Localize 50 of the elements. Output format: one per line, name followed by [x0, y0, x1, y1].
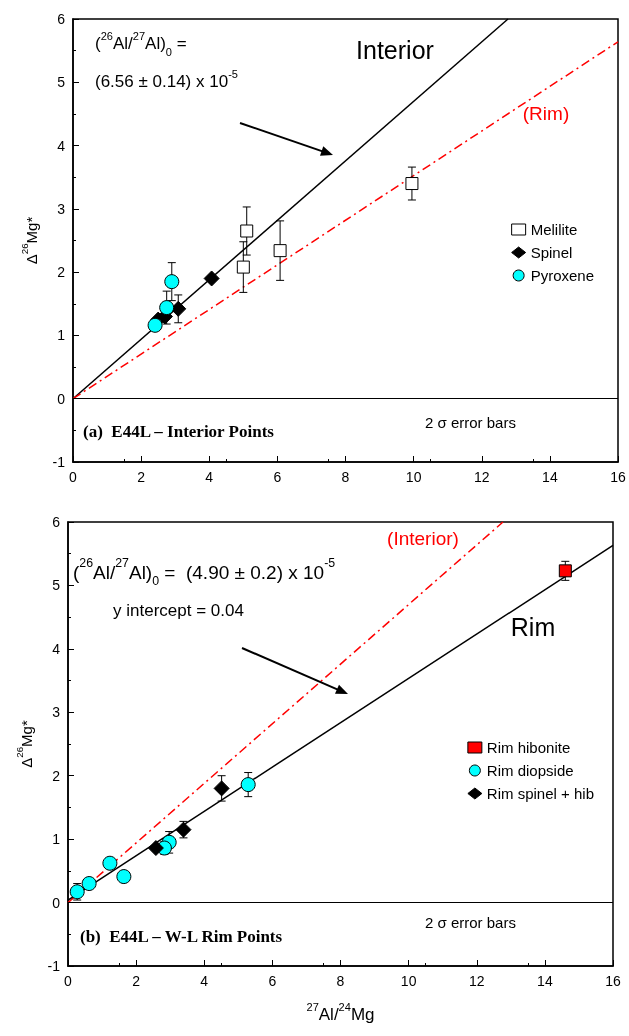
y-tick-label: 0: [52, 894, 61, 911]
x-tick-label: 4: [205, 469, 214, 485]
x-tick-label: 14: [542, 469, 558, 485]
x-tick-label: 16: [610, 469, 626, 485]
y-tick-label: 4: [57, 137, 66, 154]
x-tick-label: 10: [405, 469, 422, 485]
series-label: (Interior): [387, 527, 459, 549]
y-tick-label: 2: [57, 264, 66, 281]
x-tick-label: 0: [69, 469, 78, 485]
y-axis-title: Δ26Mg*: [13, 720, 35, 768]
x-tick-label: 2: [132, 973, 141, 989]
x-tick-label: 6: [268, 973, 277, 989]
legend-label: Spinel: [530, 244, 573, 261]
y-tick-label: 5: [57, 74, 66, 91]
x-tick-label: 8: [341, 469, 350, 485]
y-tick-label: 5: [52, 577, 61, 594]
y-tick-label: 3: [57, 200, 66, 217]
y-tick-label: 1: [52, 831, 61, 848]
x-tick-label: 14: [537, 973, 553, 989]
y-tick-label: 4: [52, 640, 61, 657]
x-tick-label: 10: [400, 973, 417, 989]
series-label: Rim: [510, 613, 556, 642]
y-tick-label: -1: [47, 958, 61, 974]
legend-label: Rim diopside: [486, 762, 574, 779]
x-tick-label: 2: [137, 469, 146, 485]
annotation: y intercept = 0.04: [113, 601, 244, 620]
y-tick-label: 2: [52, 767, 61, 784]
y-tick-label: 6: [52, 514, 61, 530]
x-tick-label: 8: [336, 973, 345, 989]
text: (a) E44L – Interior Points: [83, 422, 275, 441]
legend-label: Rim spinel + hib: [486, 785, 595, 802]
legend-label: Melilite: [530, 221, 578, 238]
y-tick-label: 6: [57, 11, 66, 27]
y-tick-label: 0: [57, 390, 66, 407]
y-tick-label: 3: [52, 704, 61, 721]
legend-label: Rim hibonite: [486, 739, 571, 756]
y-tick-label: -1: [52, 454, 66, 470]
series-label: (Rim): [522, 103, 570, 125]
x-tick-label: 12: [468, 973, 485, 989]
x-tick-label: 4: [200, 973, 209, 989]
x-tick-label: 16: [605, 973, 621, 989]
x-tick-label: 6: [273, 469, 282, 485]
text: (b) E44L – W-L Rim Points: [80, 927, 283, 946]
series-label: Interior: [356, 36, 434, 64]
y-tick-label: 1: [57, 327, 66, 344]
x-tick-label: 12: [473, 469, 490, 485]
annotation: 2 σ error bars: [425, 914, 516, 931]
y-axis-title: Δ26Mg*: [18, 216, 40, 265]
legend-label: Pyroxene: [530, 267, 595, 284]
annotation: 2 σ error bars: [425, 414, 516, 431]
